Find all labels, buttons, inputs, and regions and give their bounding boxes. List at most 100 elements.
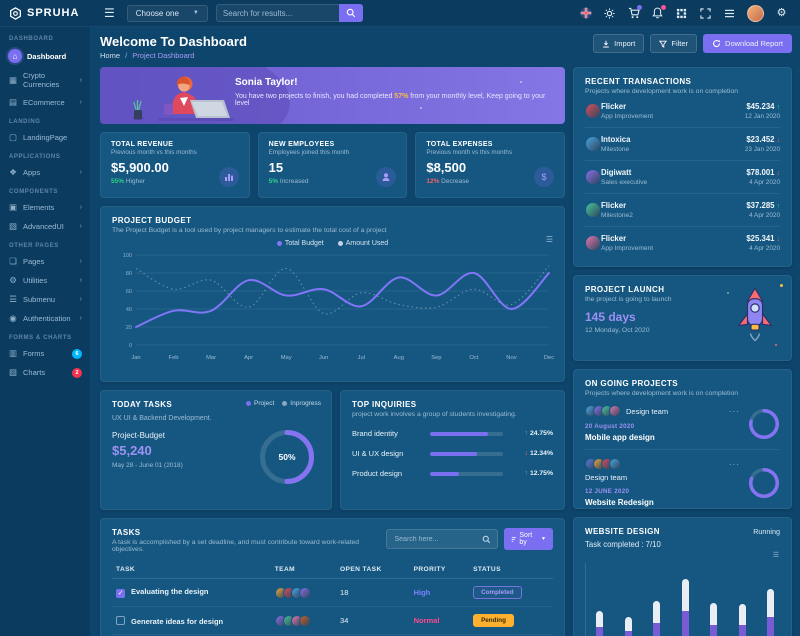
column-header-prority[interactable]: PRORITY: [409, 561, 470, 579]
card-menu-icon[interactable]: ☰: [772, 552, 780, 559]
grid-apps-icon[interactable]: [675, 7, 688, 20]
legend-item-project: Project: [246, 400, 274, 407]
notifications-icon[interactable]: [651, 4, 666, 20]
search-button[interactable]: [338, 4, 363, 22]
sidebar-item-landingpage[interactable]: ▢ LandingPage: [0, 128, 90, 147]
svg-text:40: 40: [126, 307, 132, 313]
refresh-icon: [713, 40, 721, 48]
transaction-row[interactable]: Flicker Milestone2 $37.285 ↑ 4 Apr 2020: [585, 194, 780, 227]
banner-star: [280, 79, 282, 81]
stat-value: $8,500: [426, 160, 467, 175]
choose-one-select[interactable]: Choose one ▼: [126, 4, 208, 22]
bar-segment-completed: [681, 611, 689, 636]
transaction-row[interactable]: Flicker App Improvement $45.234 ↑ 12 Jan 202…: [585, 95, 780, 128]
card-menu-icon[interactable]: ☰: [545, 235, 554, 244]
theme-toggle-icon[interactable]: [603, 7, 616, 20]
stacked-bar[interactable]: [596, 611, 603, 636]
more-options-icon[interactable]: ···: [729, 406, 740, 416]
stacked-bar[interactable]: [710, 603, 717, 636]
sidebar-item-label: Authentication: [23, 314, 71, 323]
stacked-bar[interactable]: [767, 588, 774, 636]
settings-icon[interactable]: ⚙: [776, 6, 787, 19]
sidebar-item-elements[interactable]: ▣ Elements ›: [0, 198, 90, 217]
chevron-right-icon: ›: [79, 296, 82, 303]
priority-cell: Low: [409, 634, 470, 636]
budget-subtitle: The Project Budget is a tool used by pro…: [112, 227, 387, 234]
transaction-meta: $25.341 ↓ 4 Apr 2020: [746, 234, 780, 252]
transaction-avatar: [585, 136, 601, 152]
sidebar-item-dashboard[interactable]: ⌂ Dashboard: [0, 45, 90, 67]
sidebar-item-charts[interactable]: ▨ Charts 2: [0, 363, 90, 382]
stacked-bar[interactable]: [624, 616, 632, 636]
today-tasks-card: TODAY TASKS Project Inprogress UX UI & Ba…: [100, 390, 332, 510]
project-budget-label: Project-Budget: [112, 431, 165, 440]
transaction-row[interactable]: Digiwatt Sales executive $78.001 ↓ 4 Apr 202…: [585, 161, 780, 194]
sidebar-item-label: Submenu: [23, 295, 56, 304]
sort-by-button[interactable]: Sort by ▼: [503, 528, 553, 550]
import-label: Import: [614, 39, 636, 48]
sidebar-item-crypto-currencies[interactable]: ▦ Crypto Currencies ›: [0, 67, 90, 93]
sidebar-item-forms[interactable]: ▥ Forms 6: [0, 344, 90, 363]
fullscreen-icon[interactable]: [699, 7, 712, 20]
svg-text:60: 60: [126, 289, 132, 295]
stat-card-new-employees: NEW EMPLOYEES Employees joined this mont…: [257, 132, 408, 198]
stacked-bar[interactable]: [653, 600, 660, 636]
search-icon[interactable]: [482, 535, 491, 544]
download-report-button[interactable]: Download Report: [703, 34, 792, 53]
table-row: ✓Define the problem 25LowCompleted: [112, 634, 553, 636]
stat-delta-text: Increased: [278, 178, 309, 185]
stacked-bar[interactable]: [681, 579, 689, 636]
bar-segment-completed: [596, 627, 603, 636]
welcome-banner: Sonia Taylor! You have two projects to f…: [100, 67, 565, 124]
sidebar-item-utilities[interactable]: ⚙ Utilities ›: [0, 271, 90, 290]
task-cell: ✓Define the problem: [112, 634, 271, 636]
filter-button[interactable]: Filter: [650, 34, 698, 53]
inquiry-row: Brand identity ↑ 24.75%: [352, 429, 553, 438]
ongoing-projects-card: ON GOING PROJECTS Projects where develop…: [573, 369, 792, 509]
sidebar-item-ecommerce[interactable]: ▤ ECommerce ›: [0, 93, 90, 112]
legend-item-total-budget[interactable]: Total Budget: [276, 240, 324, 247]
breadcrumb-home[interactable]: Home: [100, 51, 121, 60]
import-button[interactable]: Import: [593, 34, 645, 53]
website-design-title: WEBSITE DESIGN: [585, 527, 660, 536]
app-logo[interactable]: SPRUHA: [0, 6, 90, 20]
sidebar-item-pages[interactable]: ❏ Pages ›: [0, 252, 90, 271]
flag-icon[interactable]: [579, 7, 592, 20]
status-badge: Completed: [473, 586, 522, 599]
transaction-row[interactable]: Flicker App Improvement $25.341 ↓ 4 Apr 2020: [585, 227, 780, 259]
column-header-status[interactable]: STATUS: [469, 561, 553, 579]
inquiry-progress-fill: [430, 451, 478, 456]
column-header-open-task[interactable]: OPEN TASK: [336, 561, 410, 579]
ongoing-project: Design team ··· 20 August 2020 Mobile app d…: [585, 397, 780, 450]
today-tasks-legend: Project Inprogress: [246, 400, 321, 407]
sidebar-item-apps[interactable]: ❖ Apps ›: [0, 163, 90, 182]
column-header-task[interactable]: TASK: [112, 561, 271, 579]
svg-text:Apr: Apr: [244, 355, 253, 361]
today-tasks-description: UX UI & Backend Development.: [112, 415, 212, 422]
user-avatar[interactable]: [747, 4, 764, 22]
stacked-bar[interactable]: [738, 603, 746, 636]
cart-icon[interactable]: [627, 4, 642, 20]
column-header-team[interactable]: TEAM: [270, 561, 337, 579]
search-input[interactable]: [215, 4, 339, 22]
sidebar-item-authentication[interactable]: ◉ Authentication ›: [0, 309, 90, 328]
sidebar-item-advancedui[interactable]: ▧ AdvancedUI ›: [0, 217, 90, 236]
website-bar-chart: [585, 563, 780, 636]
sidebar-item-submenu[interactable]: ☰ Submenu ›: [0, 290, 90, 309]
menu-toggle-icon[interactable]: ☰: [104, 6, 115, 20]
chevron-right-icon: ›: [79, 223, 82, 230]
transaction-row[interactable]: Intoxica Milestone $23.452 ↓ 23 Jan 2020: [585, 128, 780, 161]
avatar: [609, 405, 621, 417]
more-options-icon[interactable]: ···: [729, 459, 740, 469]
tasks-search-input[interactable]: [392, 534, 482, 544]
task-checkbox[interactable]: [116, 615, 125, 625]
project-progress-ring: [749, 467, 779, 498]
legend-item-amount-used[interactable]: Amount Used: [337, 240, 388, 247]
breadcrumb-current: Project Dashboard: [132, 51, 195, 60]
breadcrumb-separator: /: [125, 51, 128, 60]
transaction-info: Intoxica Milestone: [601, 135, 630, 153]
list-icon[interactable]: [723, 7, 736, 20]
sidebar-section-label: DASHBOARD: [9, 36, 54, 42]
bar-segment-completed: [653, 623, 660, 636]
task-checkbox[interactable]: ✓: [116, 589, 125, 598]
